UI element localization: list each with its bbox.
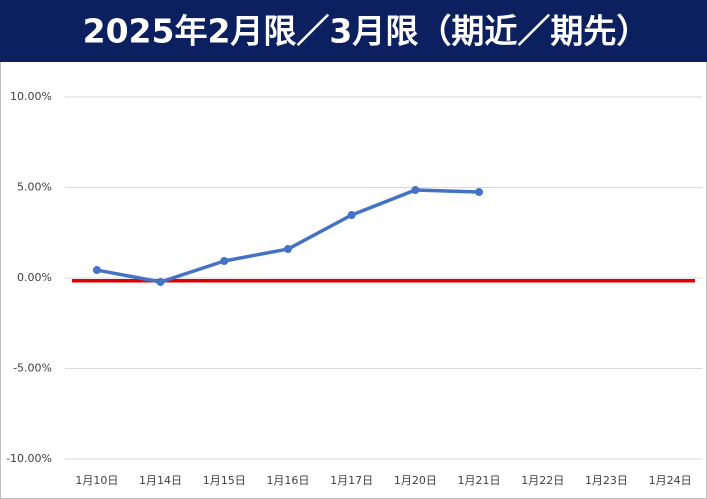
y-tick-label: -10.00% [6, 452, 52, 465]
data-point [411, 186, 420, 195]
data-point [156, 277, 165, 286]
x-tick-label: 1月16日 [266, 474, 309, 487]
y-tick-label: 0.00% [17, 271, 52, 284]
chart-title: 2025年2月限／3月限（期近／期先） [83, 12, 650, 51]
x-tick-label: 1月14日 [139, 474, 182, 487]
data-point [283, 245, 292, 254]
data-point [220, 256, 229, 265]
y-tick-label: 5.00% [17, 181, 52, 194]
data-point [475, 188, 484, 197]
x-tick-label: 1月17日 [330, 474, 373, 487]
x-tick-label: 1月20日 [394, 474, 437, 487]
data-point [347, 211, 356, 220]
y-tick-label: 10.00% [10, 90, 52, 103]
x-tick-label: 1月15日 [203, 474, 246, 487]
x-tick-label: 1月22日 [521, 474, 564, 487]
title-banner [0, 0, 707, 62]
x-tick-label: 1月23日 [585, 474, 628, 487]
y-tick-label: -5.00% [13, 362, 52, 375]
x-tick-label: 1月10日 [75, 474, 118, 487]
x-tick-label: 1月24日 [649, 474, 692, 487]
x-tick-label: 1月21日 [458, 474, 501, 487]
data-point [92, 266, 101, 275]
